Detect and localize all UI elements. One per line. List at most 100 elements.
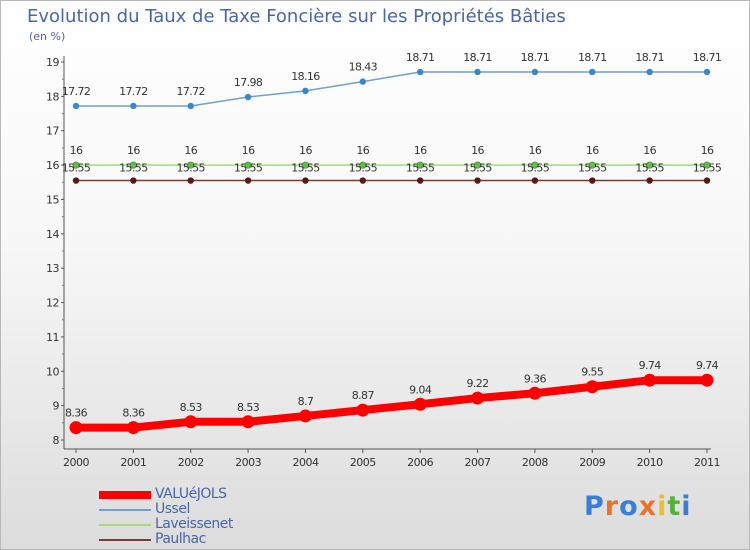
logo-letter: i [681, 491, 692, 522]
data-label: 15.55 [635, 162, 664, 175]
data-point [187, 102, 194, 110]
series-line-valuéjols [72, 376, 711, 432]
data-point [474, 161, 482, 169]
data-point [301, 161, 309, 169]
data-label: 18.71 [406, 51, 435, 64]
data-point [359, 177, 367, 184]
y-tick-label: 18 [46, 90, 59, 103]
data-label: 15.55 [291, 162, 320, 175]
data-point [646, 161, 654, 169]
data-label: 16 [586, 144, 599, 157]
y-tick-label: 14 [46, 228, 59, 241]
y-tick-label: 9 [53, 400, 60, 413]
legend-label: Paulhac [155, 531, 206, 547]
data-point [129, 161, 137, 169]
data-point [130, 177, 137, 184]
data-point [531, 68, 539, 76]
data-point [474, 68, 481, 76]
legend-item: Ussel [99, 502, 233, 517]
data-point [416, 161, 424, 169]
data-point [69, 421, 83, 435]
data-point [184, 415, 198, 429]
data-point [126, 421, 140, 435]
x-tick-label: 2011 [694, 456, 720, 469]
x-tick-label: 2001 [120, 456, 146, 469]
legend-item: Laveissenet [99, 517, 233, 532]
legend-item: Paulhac [99, 532, 233, 547]
data-label: 16 [184, 144, 197, 157]
data-point [585, 380, 599, 394]
legend-item: VALUéJOLS [99, 487, 233, 502]
data-label: 16 [127, 144, 140, 157]
x-tick-label: 2003 [235, 456, 261, 469]
y-tick-label: 12 [46, 297, 59, 310]
data-label: 15.55 [463, 162, 492, 175]
logo-letter: r [604, 491, 620, 522]
data-point [187, 177, 194, 184]
logo-letter: P [584, 491, 605, 522]
data-label: 15.55 [578, 162, 607, 175]
y-tick-label: 13 [46, 262, 59, 275]
data-label: 18.71 [693, 51, 722, 64]
data-label: 15.55 [349, 162, 378, 175]
y-tick-label: 17 [46, 125, 59, 138]
x-tick-label: 2002 [178, 456, 204, 469]
x-tick-label: 2000 [63, 456, 89, 469]
data-label: 16 [529, 144, 542, 157]
data-point [72, 177, 80, 184]
data-point [244, 177, 252, 184]
data-point [703, 68, 711, 76]
unit-label: (en %) [29, 30, 66, 43]
data-point [241, 415, 255, 429]
data-point [589, 68, 596, 76]
legend-label: Laveissenet [155, 516, 233, 532]
data-point [359, 161, 367, 169]
data-label: 15.55 [62, 162, 91, 175]
data-point [589, 177, 596, 184]
data-point [72, 102, 80, 110]
data-point [244, 161, 252, 169]
data-point [302, 177, 309, 184]
data-point [302, 87, 309, 95]
data-label: 9.04 [409, 383, 432, 396]
legend-swatch [99, 538, 151, 541]
data-label: 9.36 [524, 372, 547, 385]
data-label: 16 [471, 144, 484, 157]
data-point [588, 161, 596, 169]
data-point [646, 68, 653, 76]
legend-label: VALUéJOLS [155, 486, 227, 502]
data-point [531, 161, 539, 169]
data-point [356, 403, 370, 417]
data-label: 18.71 [463, 51, 492, 64]
data-label: 8.36 [122, 407, 145, 420]
data-label: 8.7 [298, 395, 314, 408]
data-point [244, 93, 252, 101]
data-label: 8.53 [237, 401, 260, 414]
data-point [359, 78, 367, 85]
data-point [700, 373, 714, 387]
data-label: 9.74 [696, 359, 719, 372]
data-point [646, 177, 653, 184]
data-point [416, 68, 424, 76]
x-tick-label: 2006 [407, 456, 433, 469]
x-tick-label: 2008 [522, 456, 548, 469]
data-label: 16 [242, 144, 255, 157]
x-tick-label: 2007 [465, 456, 491, 469]
legend-swatch [99, 490, 151, 499]
y-tick-label: 19 [46, 56, 59, 69]
y-tick-label: 16 [46, 159, 59, 172]
data-point [413, 397, 427, 411]
data-point [416, 177, 424, 184]
data-label: 16 [299, 144, 312, 157]
y-tick-label: 11 [46, 331, 59, 344]
data-point [187, 161, 195, 169]
data-label: 18.71 [521, 51, 550, 64]
data-label: 16 [356, 144, 369, 157]
x-tick-label: 2004 [292, 456, 318, 469]
data-label: 15.55 [176, 162, 205, 175]
data-label: 18.16 [291, 70, 320, 83]
x-tick-label: 2009 [579, 456, 605, 469]
y-tick-label: 10 [46, 365, 59, 378]
data-label: 9.74 [639, 359, 662, 372]
